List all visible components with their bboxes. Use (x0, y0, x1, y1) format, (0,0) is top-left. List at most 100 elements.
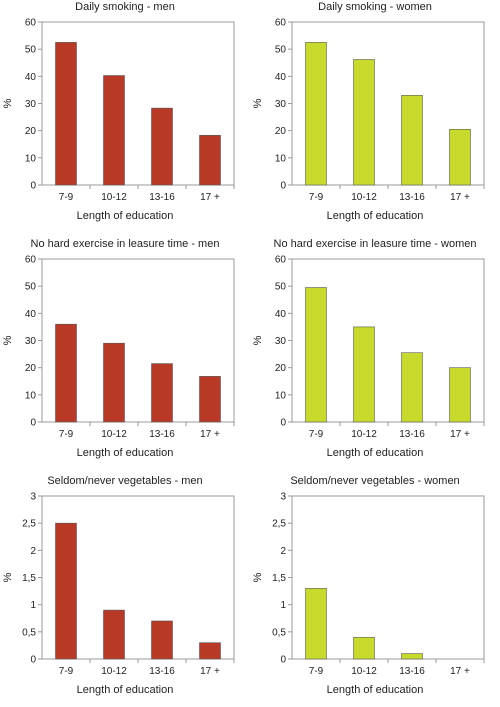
y-tick-label: 10 (275, 390, 287, 401)
y-tick-label: 10 (275, 153, 287, 164)
x-tick-label: 17 + (450, 429, 470, 440)
y-tick-label: 0,5 (22, 627, 36, 638)
x-tick-label: 10-12 (351, 429, 377, 440)
y-tick-label: 60 (25, 18, 37, 29)
y-tick-label: 2,5 (272, 519, 286, 530)
y-axis-label: % (2, 98, 14, 108)
x-tick-label: 7-9 (309, 666, 324, 677)
x-axis-label: Length of education (326, 684, 424, 696)
x-axis-label: Length of education (76, 684, 174, 696)
y-tick-label: 30 (275, 99, 287, 110)
x-tick-label: 10-12 (101, 666, 127, 677)
y-axis-label: % (2, 335, 14, 345)
y-tick-label: 50 (25, 45, 37, 56)
y-tick-label: 10 (25, 153, 37, 164)
bar (55, 522, 77, 660)
bar (305, 42, 327, 186)
y-tick-label: 0 (280, 655, 286, 666)
y-tick-label: 2 (30, 546, 36, 557)
x-tick-label: 10-12 (351, 666, 377, 677)
bar (103, 342, 125, 423)
y-tick-label: 40 (275, 309, 287, 320)
y-tick-label: 20 (275, 126, 287, 137)
bar-chart: 0 10 20 30 40 50 60% 7-9 10-12 13-16 17 + (2, 255, 235, 440)
x-tick-label: 13-16 (399, 429, 425, 440)
y-tick-label: 0 (30, 655, 36, 666)
x-tick-label: 10-12 (101, 429, 127, 440)
bar (401, 653, 423, 660)
y-tick-label: 0,5 (272, 627, 286, 638)
y-axis-label: % (252, 335, 264, 345)
x-tick-label: 13-16 (149, 429, 175, 440)
bar (199, 642, 221, 660)
x-tick-label: 13-16 (149, 192, 175, 203)
bar (103, 75, 125, 186)
y-tick-label: 50 (275, 45, 287, 56)
y-tick-label: 50 (25, 282, 37, 293)
y-tick-label: 30 (25, 99, 37, 110)
chart-title: No hard exercise in leasure time - men (30, 238, 220, 250)
bar (401, 352, 423, 423)
y-tick-label: 40 (25, 72, 37, 83)
x-tick-label: 13-16 (399, 192, 425, 203)
bar (353, 59, 375, 186)
y-tick-label: 0 (30, 418, 36, 429)
y-tick-label: 40 (25, 309, 37, 320)
x-tick-label: 10-12 (351, 192, 377, 203)
chart-panel: Seldom/never vegetables - women 0 0,5 1 1,5 2… (250, 474, 500, 707)
chart-panel: Daily smoking - men 0 10 20 30 40 50 60% 7-9 10-1… (0, 0, 250, 233)
bar (401, 95, 423, 186)
y-tick-label: 20 (25, 126, 37, 137)
bar (55, 42, 77, 186)
chart-panel: No hard exercise in leasure time - men 0 1… (0, 237, 250, 470)
bar (305, 588, 327, 660)
y-tick-label: 3 (280, 492, 286, 503)
x-tick-label: 13-16 (149, 666, 175, 677)
bar (449, 129, 471, 186)
x-tick-label: 17 + (200, 429, 220, 440)
x-tick-label: 7-9 (59, 429, 74, 440)
chart-panel: No hard exercise in leasure time - women… (250, 237, 500, 470)
bar-chart: 0 0,5 1 1,5 2 2,5 3% 7-9 10-12 13-16 17 + (2, 492, 235, 677)
bar (449, 367, 471, 423)
x-tick-label: 7-9 (59, 192, 74, 203)
y-tick-label: 0 (280, 418, 286, 429)
x-axis-label: Length of education (326, 447, 424, 459)
chart-title: Daily smoking - women (318, 1, 432, 13)
y-tick-label: 10 (25, 390, 37, 401)
x-axis-label: Length of education (76, 447, 174, 459)
y-tick-label: 50 (275, 282, 287, 293)
y-tick-label: 30 (25, 336, 37, 347)
bar (151, 363, 173, 423)
x-axis-label: Length of education (326, 210, 424, 222)
x-tick-label: 17 + (450, 666, 470, 677)
y-tick-label: 1 (30, 600, 36, 611)
x-tick-label: 17 + (450, 192, 470, 203)
x-tick-label: 7-9 (309, 429, 324, 440)
y-tick-label: 2 (280, 546, 286, 557)
y-tick-label: 60 (275, 255, 287, 266)
y-axis-label: % (252, 98, 264, 108)
x-tick-label: 10-12 (101, 192, 127, 203)
bar (353, 636, 375, 660)
bar-chart: 0 10 20 30 40 50 60% 7-9 10-12 13-16 17 + (252, 255, 485, 440)
x-tick-label: 7-9 (309, 192, 324, 203)
bar (55, 323, 77, 423)
bar (199, 376, 221, 423)
y-tick-label: 1,5 (22, 573, 36, 584)
bar (151, 620, 173, 660)
bar-chart: 0 0,5 1 1,5 2 2,5 3% 7-9 10-12 13-16 17 + (252, 492, 485, 677)
x-tick-label: 13-16 (399, 666, 425, 677)
bar (353, 326, 375, 423)
chart-title: No hard exercise in leasure time - women (273, 238, 477, 250)
chart-title: Seldom/never vegetables - women (290, 475, 460, 487)
y-tick-label: 1,5 (272, 573, 286, 584)
y-axis-label: % (2, 572, 14, 582)
x-tick-label: 17 + (200, 192, 220, 203)
y-tick-label: 1 (280, 600, 286, 611)
y-tick-label: 0 (280, 181, 286, 192)
y-tick-label: 20 (275, 363, 287, 374)
y-tick-label: 20 (25, 363, 37, 374)
chart-panel: Seldom/never vegetables - men 0 0,5 1 1,5 2 2,… (0, 474, 250, 707)
bar (199, 134, 221, 186)
